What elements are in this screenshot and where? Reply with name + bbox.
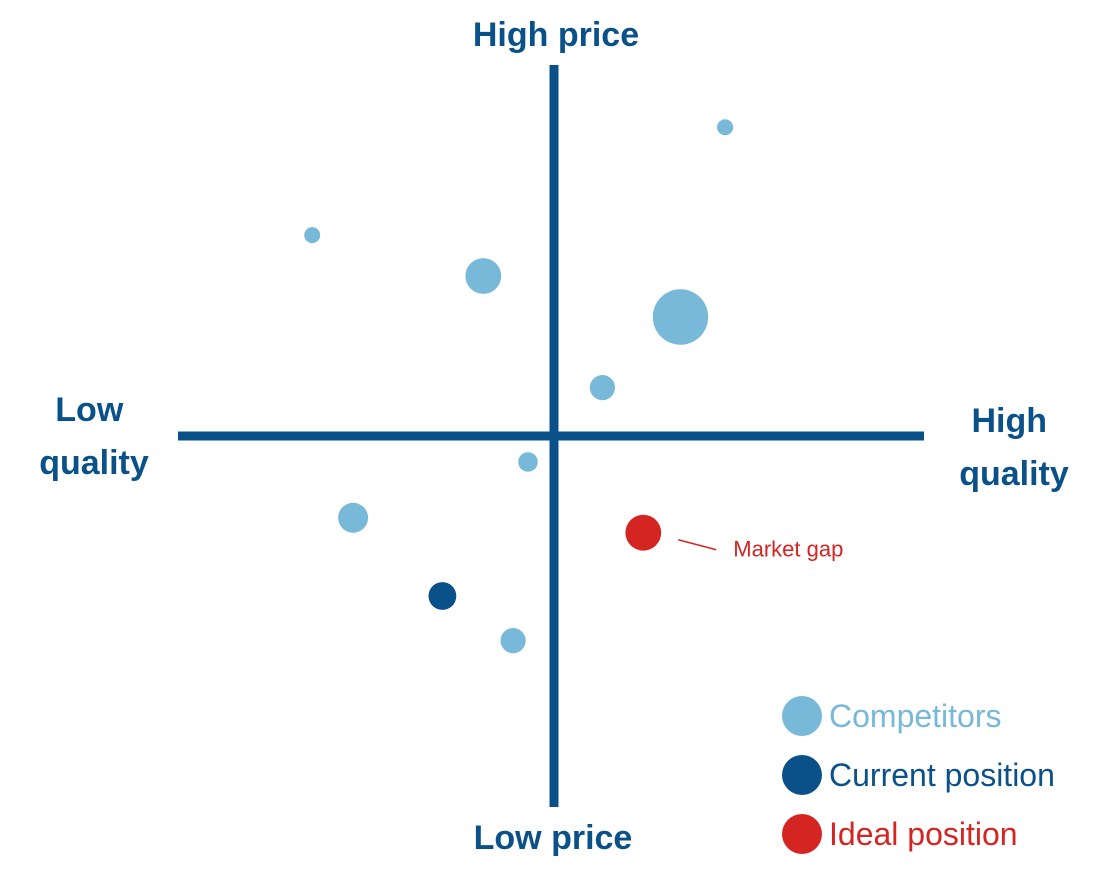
axes	[178, 65, 924, 807]
x-axis-max-label-line-2: quality	[959, 455, 1069, 493]
legend: Competitors Current position Ideal positio…	[782, 696, 1055, 854]
data-points	[304, 119, 734, 654]
annotation-label: Market gap	[733, 537, 843, 562]
x-axis-min-label-line-2: quality	[39, 444, 149, 482]
point-competitors-6	[518, 452, 538, 472]
point-competitors-4	[652, 289, 709, 345]
point-ideal-position-1	[625, 514, 662, 551]
point-competitors-5	[589, 375, 616, 401]
legend-marker-current-position	[782, 755, 822, 795]
y-axis-min-label: Low price	[474, 819, 633, 857]
point-competitors-7	[338, 502, 369, 533]
legend-marker-competitors	[782, 696, 822, 736]
y-axis-max-label: High price	[473, 16, 639, 54]
legend-label-current-position: Current position	[829, 757, 1055, 793]
x-axis-min-label-line-1: Low	[55, 391, 124, 429]
point-competitors-8	[500, 628, 526, 654]
x-axis-max-label: High quality	[959, 402, 1069, 493]
point-current-position-1	[428, 582, 457, 610]
point-competitors-2	[304, 227, 321, 244]
legend-label-ideal-position: Ideal position	[829, 816, 1018, 852]
point-competitors-3	[465, 258, 502, 294]
legend-label-competitors: Competitors	[829, 698, 1002, 734]
market-gap-annotation: Market gap	[678, 537, 843, 562]
x-axis-max-label-line-1: High	[972, 402, 1048, 440]
point-competitors-1	[717, 119, 734, 136]
x-axis-min-label: Low quality	[39, 391, 149, 482]
legend-marker-ideal-position	[782, 814, 822, 854]
annotation-leader-line	[678, 538, 717, 551]
